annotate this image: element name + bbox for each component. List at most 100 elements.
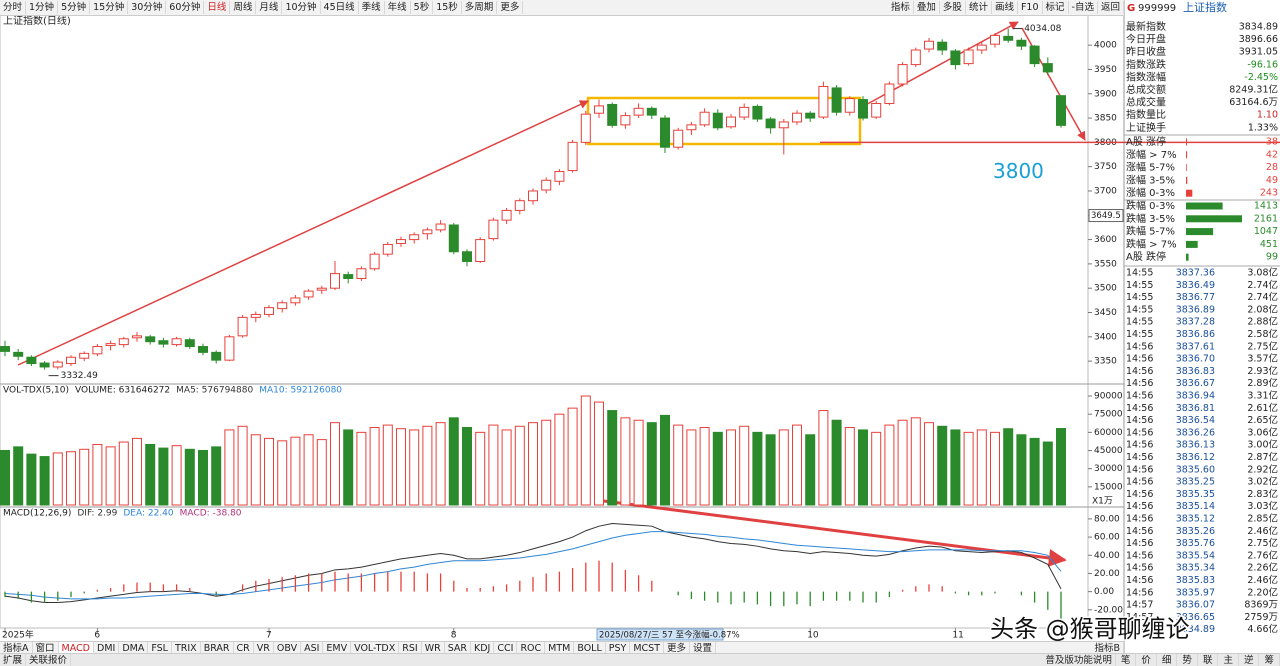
tick-volume: 2.58亿 <box>1247 328 1278 340</box>
help-link[interactable]: 普及版功能说明 <box>1042 654 1116 666</box>
indicator-tab[interactable]: EMV <box>323 642 352 654</box>
candle-body <box>132 335 142 339</box>
indicator-tabs: 指标A 窗口 MACD DMI DMA FSL TRIX BRAR CR VR OBV ASI EMV V… <box>0 641 1124 654</box>
period-button[interactable]: 周线 <box>230 1 257 14</box>
indicator-tab[interactable]: OBV <box>274 642 302 654</box>
period-button[interactable]: 年线 <box>385 1 411 14</box>
indicator-tab[interactable]: 窗口 <box>33 642 59 654</box>
tick-time: 14:56 <box>1126 477 1153 488</box>
period-button[interactable]: 日线 <box>204 1 231 14</box>
cursor-box <box>1088 209 1124 223</box>
quote-value: 3834.89 <box>1239 22 1278 33</box>
quote-value: 1.33% <box>1248 122 1278 133</box>
period-button[interactable]: 45日线 <box>321 1 359 14</box>
indicator-tab[interactable]: MTM <box>545 642 575 654</box>
quote-label: 今日开盘 <box>1126 33 1166 46</box>
tool-button[interactable]: 指标 <box>888 1 914 14</box>
period-button[interactable]: 多周期 <box>462 1 498 14</box>
period-button[interactable]: 5秒 <box>411 1 434 14</box>
candle-body <box>158 340 169 345</box>
mode-button[interactable]: 主 <box>1218 654 1239 666</box>
mode-button[interactable]: 筹 <box>1259 654 1280 666</box>
indicator-tab[interactable]: CR <box>234 642 254 654</box>
indicator-tab[interactable]: ROC <box>517 642 546 654</box>
period-button[interactable]: 15秒 <box>433 1 462 14</box>
indicator-tab[interactable]: KDJ <box>471 642 495 654</box>
tool-button[interactable]: 统计 <box>966 1 992 14</box>
period-button[interactable]: 1分钟 <box>26 1 59 14</box>
y-tick-label: 3600 <box>1094 235 1117 245</box>
status-button[interactable]: 扩展 <box>0 654 27 666</box>
indicator-tab[interactable]: CCI <box>494 642 518 654</box>
indicator-tab[interactable]: TRIX <box>172 642 201 654</box>
indicator-tab[interactable]: VR <box>254 642 274 654</box>
tool-button[interactable]: 叠加 <box>914 1 940 14</box>
indicator-tab[interactable]: RSI <box>399 642 422 654</box>
volume-bar <box>990 431 1000 506</box>
indicator-tab[interactable]: PSY <box>606 642 631 654</box>
period-button[interactable]: 60分钟 <box>166 1 205 14</box>
mode-button[interactable]: 笔 <box>1116 654 1137 666</box>
indicator-tab[interactable]: ASI <box>301 642 324 654</box>
tool-button[interactable]: F10 <box>1018 1 1043 14</box>
indicator-tab[interactable]: BRAR <box>201 642 234 654</box>
indicator-tab[interactable]: 指标A <box>0 642 33 654</box>
tool-button[interactable]: 标记 <box>1043 1 1069 14</box>
indicator-tab[interactable]: BOLL <box>574 642 606 654</box>
mode-button[interactable]: 逆 <box>1239 654 1260 666</box>
period-button[interactable]: 更多 <box>497 1 524 14</box>
indicator-tab[interactable]: 设置 <box>690 642 717 654</box>
period-button[interactable]: 30分钟 <box>128 1 167 14</box>
period-button[interactable]: 月线 <box>256 1 283 14</box>
indicator-tab[interactable]: 指标B <box>1091 642 1124 654</box>
indicator-tab[interactable]: DMA <box>119 642 149 654</box>
y-tick-label: 3450 <box>1094 308 1117 318</box>
tool-button[interactable]: 多股 <box>940 1 966 14</box>
tick-volume: 8369万 <box>1244 600 1278 611</box>
tick-volume: 2.61亿 <box>1247 402 1278 414</box>
tick-time: 14:56 <box>1126 550 1153 561</box>
candle-body <box>924 40 934 50</box>
tick-price: 3837.61 <box>1176 341 1215 352</box>
mode-button[interactable]: 价 <box>1136 654 1157 666</box>
x-tick-label: 2025年 <box>2 629 34 641</box>
period-button[interactable]: 10分钟 <box>282 1 321 14</box>
candle-body <box>488 219 499 240</box>
quote-label: 昨日收盘 <box>1126 45 1166 58</box>
indicator-tab[interactable]: SAR <box>445 642 471 654</box>
indicator-tab[interactable]: MCST <box>630 642 665 654</box>
indicator-tab[interactable]: 更多 <box>664 642 691 654</box>
tick-volume: 2.93亿 <box>1247 365 1278 377</box>
status-button[interactable]: 关联报价 <box>26 654 72 666</box>
tick-volume: 3.06亿 <box>1247 426 1278 438</box>
mode-button[interactable]: 联 <box>1198 654 1219 666</box>
indicator-tab[interactable]: FSL <box>148 642 172 654</box>
indicator-tab[interactable]: WR <box>422 642 445 654</box>
tick-price: 3835.76 <box>1176 538 1215 549</box>
indicator-tab[interactable]: DMI <box>94 642 120 654</box>
tool-button[interactable]: 画线 <box>992 1 1018 14</box>
mode-button[interactable]: 细 <box>1157 654 1178 666</box>
tool-button[interactable]: 返回 <box>1098 1 1124 14</box>
breadth-label: A股 跌停 <box>1126 250 1166 263</box>
period-button[interactable]: 季线 <box>359 1 385 14</box>
x-tick-label: 11 <box>952 631 963 641</box>
tool-button[interactable]: -自选 <box>1069 1 1098 14</box>
candle-body <box>646 107 657 116</box>
period-button[interactable]: 分时 <box>0 1 27 14</box>
period-button[interactable]: 15分钟 <box>90 1 129 14</box>
tick-volume: 3.57亿 <box>1247 353 1278 365</box>
breadth-value: 1047 <box>1254 226 1278 237</box>
tick-time: 14:56 <box>1126 378 1153 389</box>
volume-bar <box>871 431 882 506</box>
tick-time: 14:56 <box>1126 514 1153 525</box>
tick-time: 14:56 <box>1126 489 1153 500</box>
tick-volume: 2.20亿 <box>1247 586 1278 598</box>
y-tick-label: 90000 <box>1094 392 1123 402</box>
indicator-tab[interactable]: MACD <box>58 642 94 654</box>
breadth-value: 99 <box>1266 252 1278 263</box>
candle-body <box>818 85 829 118</box>
indicator-tab[interactable]: VOL-TDX <box>351 642 400 654</box>
period-button[interactable]: 5分钟 <box>58 1 91 14</box>
mode-button[interactable]: 势 <box>1177 654 1198 666</box>
